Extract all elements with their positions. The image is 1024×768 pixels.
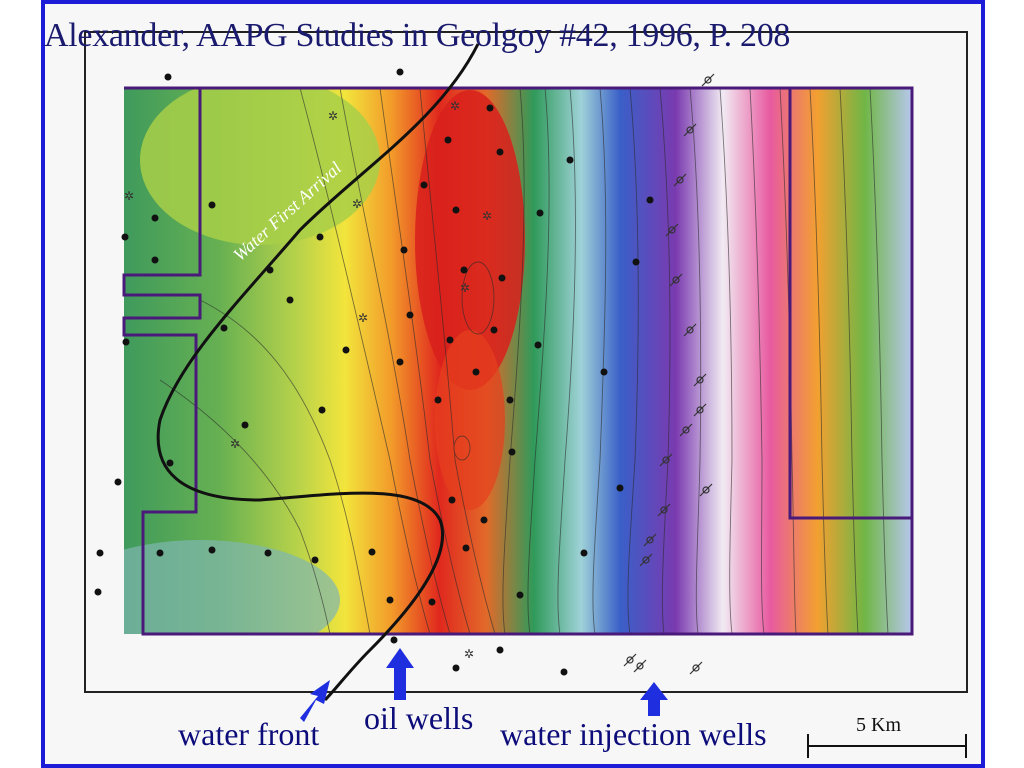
svg-text:✲: ✲ [460,281,470,295]
svg-text:✲: ✲ [230,437,240,451]
color-field [124,88,912,634]
svg-text:✲: ✲ [124,189,134,203]
svg-text:✲: ✲ [328,109,338,123]
injection-wells-arrow [640,682,668,716]
svg-text:✲: ✲ [482,209,492,223]
field-boundary [122,86,914,636]
water-front-line [156,43,480,702]
svg-text:✲: ✲ [352,197,362,211]
citation-text: Alexander, AAPG Studies in Geolgoy #42, … [44,17,791,54]
water-front-arrow [300,680,330,722]
star-well-markers: ✲ ✲ ✲ ✲ ✲ ✲ ✲ ✲ ✲ [124,99,492,661]
svg-text:✲: ✲ [450,99,460,113]
svg-text:✲: ✲ [464,647,474,661]
oil-wells-arrow [386,648,414,700]
oil-wells-label: oil wells [364,700,474,736]
injection-well-markers [623,73,715,675]
scale-bar-label: 5 Km [856,714,901,736]
annotation-arrows [300,648,668,722]
water-front-label: water front [178,716,320,752]
outer-map-box [84,31,968,693]
svg-text:✲: ✲ [358,311,368,325]
water-injection-wells-label: water injection wells [500,716,767,752]
scale-bar [807,734,967,758]
oil-well-markers [94,68,654,676]
